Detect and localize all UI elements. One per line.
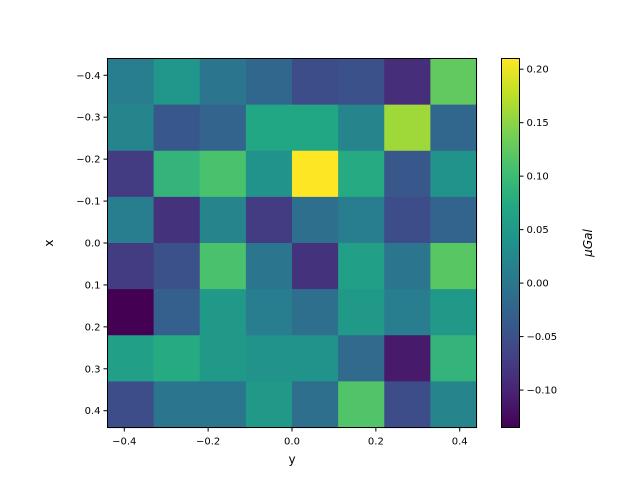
heatmap-cell	[338, 335, 385, 382]
y-tick-label: −0.2	[76, 155, 100, 166]
colorbar-tick-label: 0.10	[527, 172, 549, 183]
heatmap-cell	[107, 150, 155, 198]
heatmap-cell	[107, 104, 155, 152]
heatmap-cell	[199, 289, 247, 336]
heatmap-cell	[245, 104, 293, 152]
y-tick-label: 0.2	[85, 322, 101, 333]
heatmap-cell	[384, 381, 431, 429]
heatmap-cell	[153, 104, 201, 152]
heatmap-cell	[430, 381, 478, 429]
heatmap-cell	[199, 104, 247, 152]
heatmap-cell	[153, 150, 201, 198]
heatmap-cell	[245, 150, 293, 198]
colorbar	[501, 58, 520, 428]
colorbar-tick-label: 0.15	[527, 118, 549, 129]
heatmap-cell	[107, 381, 155, 429]
x-axis-label: y	[288, 453, 295, 467]
heatmap-cell	[338, 381, 385, 429]
heatmap-cell	[430, 196, 478, 244]
heatmap-cell	[384, 196, 431, 244]
heatmap-cell	[199, 196, 247, 244]
heatmap-cell	[107, 289, 155, 336]
heatmap-cell	[384, 150, 431, 198]
colorbar-tick-label: −0.10	[527, 386, 558, 397]
heatmap-cell	[338, 196, 385, 244]
x-axis: −0.4 −0.2 0.0 0.2 0.4	[112, 427, 468, 448]
x-tick-label: −0.4	[112, 437, 136, 448]
y-tick-label: 0.4	[85, 406, 101, 417]
heatmap-cell	[430, 243, 478, 290]
heatmap-cell	[153, 381, 201, 429]
colorbar-tick-label: 0.00	[527, 279, 549, 290]
colorbar-tick-label: 0.20	[527, 65, 549, 76]
heatmap-cell	[430, 150, 478, 198]
heatmap-cell	[245, 289, 293, 336]
heatmap-cell	[107, 243, 155, 290]
heatmap-cell	[153, 196, 201, 244]
heatmap-cell	[292, 243, 339, 290]
heatmap-cell	[384, 289, 431, 336]
heatmap-cell	[153, 243, 201, 290]
heatmap-cell	[153, 58, 201, 106]
colorbar-tick-label: 0.05	[527, 225, 549, 236]
heatmap-cell	[384, 243, 431, 290]
heatmap-cell	[430, 335, 478, 382]
heatmap-cell	[199, 58, 247, 106]
heatmap-cell	[338, 243, 385, 290]
heatmap-cell	[153, 289, 201, 336]
x-tick-label: 0.0	[284, 437, 300, 448]
heatmap-cell	[292, 381, 339, 429]
heatmap-cell	[384, 58, 431, 106]
heatmap-cell	[199, 335, 247, 382]
heatmap-cell	[384, 104, 431, 152]
heatmap-cell	[338, 58, 385, 106]
heatmap-cell	[107, 196, 155, 244]
colorbar-ticks: −0.10 −0.05 0.00 0.05 0.10 0.15 0.20	[519, 65, 558, 397]
heatmap-cell	[430, 289, 478, 336]
heatmap-cell	[292, 289, 339, 336]
heatmap-cell	[245, 335, 293, 382]
x-tick-label: −0.2	[196, 437, 220, 448]
colorbar-label: μGal	[581, 229, 595, 258]
y-tick-label: −0.4	[76, 71, 100, 82]
y-tick-label: −0.1	[76, 197, 100, 208]
heatmap-cell	[245, 381, 293, 429]
heatmap-cell	[292, 104, 339, 152]
x-tick-label: 0.2	[368, 437, 384, 448]
heatmap-cell	[430, 104, 478, 152]
heatmap-cell	[338, 104, 385, 152]
heatmap-cell	[199, 243, 247, 290]
heatmap-cell	[384, 335, 431, 382]
y-tick-label: 0.1	[85, 280, 101, 291]
heatmap-cell	[292, 58, 339, 106]
heatmap-cell	[245, 58, 293, 106]
y-tick-label: 0.3	[85, 364, 101, 375]
y-axis-label: x	[42, 239, 56, 246]
heatmap-cell	[245, 196, 293, 244]
heatmap-cell	[292, 335, 339, 382]
y-axis: −0.4 −0.3 −0.2 −0.1 0.0 0.1 0.2 0.3 0.4	[76, 71, 108, 417]
heatmap-cell	[430, 58, 478, 106]
y-tick-label: 0.0	[85, 239, 101, 250]
heatmap-cell	[292, 150, 339, 198]
heatmap-cell	[292, 196, 339, 244]
heatmap-cell	[199, 150, 247, 198]
heatmap-cell	[245, 243, 293, 290]
heatmap-cell	[338, 150, 385, 198]
x-tick-label: 0.4	[452, 437, 468, 448]
heatmap-cells	[107, 58, 478, 429]
heatmap-cell	[199, 381, 247, 429]
y-tick-label: −0.3	[76, 113, 100, 124]
heatmap-cell	[107, 58, 155, 106]
colorbar-tick-label: −0.05	[527, 332, 558, 343]
heatmap-cell	[107, 335, 155, 382]
heatmap-cell	[153, 335, 201, 382]
heatmap-cell	[338, 289, 385, 336]
